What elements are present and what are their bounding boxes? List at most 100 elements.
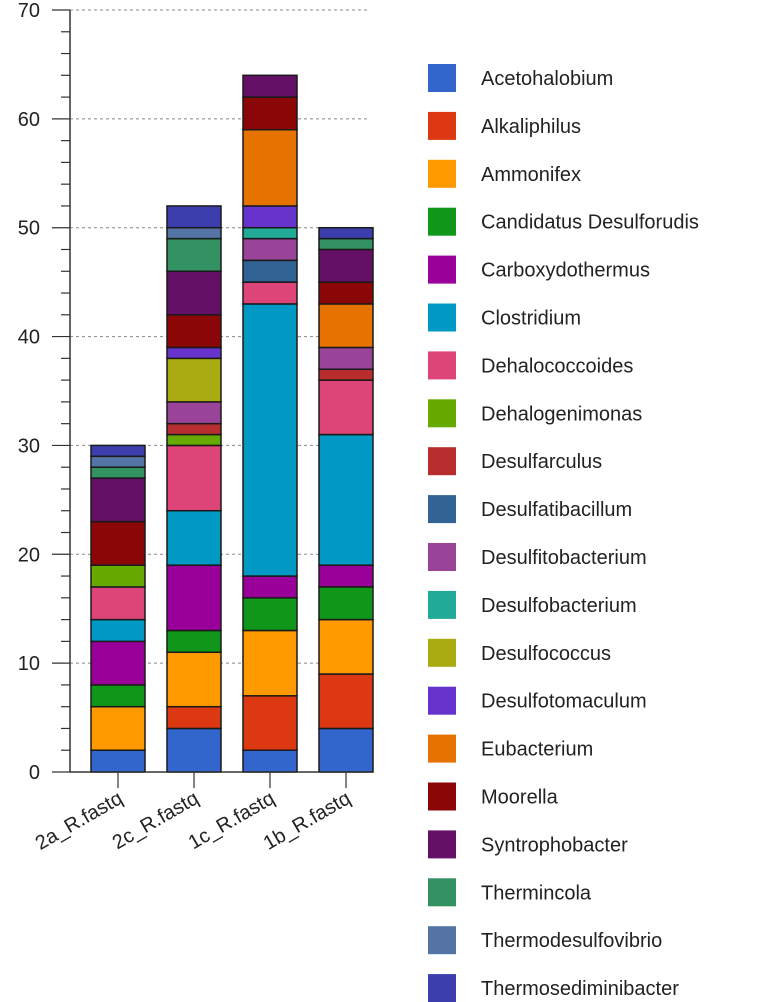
- bar-segment: [318, 346, 374, 370]
- legend-item: Candidatus Desulforudis: [428, 207, 699, 236]
- legend-item: Desulfatibacillum: [428, 495, 632, 524]
- bar-segment: [166, 346, 222, 360]
- bar-segment: [90, 586, 146, 621]
- legend-label: Syntrophobacter: [481, 834, 628, 856]
- legend-item: Syntrophobacter: [428, 830, 628, 859]
- legend-label: Desulfotomaculum: [481, 691, 647, 713]
- bar-segment: [90, 749, 146, 773]
- bar-segment: [242, 749, 298, 773]
- bar-segment: [90, 444, 146, 458]
- bar-segment: [318, 237, 374, 251]
- bar-segment: [242, 128, 298, 207]
- bar-segment: [242, 303, 298, 577]
- y-tick-label: 60: [18, 109, 40, 131]
- legend-item: Desulfitobacterium: [428, 543, 647, 571]
- legend-item: Thermodesulfovibrio: [428, 926, 662, 955]
- bar-segment: [318, 564, 374, 588]
- legend-item: Ammonifex: [428, 159, 581, 188]
- bar-segment: [166, 564, 222, 632]
- legend-item: Dehalogenimonas: [428, 399, 642, 428]
- bar-segment: [166, 705, 222, 730]
- legend-label: Desulfitobacterium: [481, 547, 647, 569]
- legend-swatch: [428, 64, 456, 92]
- bar-segment: [318, 379, 374, 436]
- legend-item: Thermosediminibacter: [428, 974, 679, 1002]
- bar-segment: [90, 455, 146, 468]
- legend-label: Acetohalobium: [481, 68, 613, 90]
- legend-label: Alkaliphilus: [481, 116, 581, 138]
- legend-item: Clostridium: [428, 303, 581, 332]
- bar-segment: [90, 564, 146, 588]
- y-tick-label: 0: [29, 762, 40, 784]
- bar-segment: [242, 205, 298, 229]
- bar-segment: [318, 673, 374, 730]
- legend-swatch: [428, 495, 456, 524]
- legend-swatch: [428, 974, 456, 1002]
- legend-swatch: [428, 878, 456, 907]
- bar-segment: [166, 314, 222, 349]
- legend-label: Desulfobacterium: [481, 595, 637, 617]
- bar-segment: [318, 281, 374, 305]
- legend-swatch: [428, 926, 456, 955]
- bar-segment: [166, 629, 222, 654]
- y-axis: 0 10 20 30 40 50 60 70: [18, 0, 71, 784]
- legend-swatch: [428, 686, 456, 715]
- y-tick-label: 20: [18, 544, 40, 566]
- bar-segment: [166, 509, 222, 566]
- y-tick-label: 50: [18, 218, 40, 240]
- bar-segment: [242, 74, 298, 98]
- bar-segment: [90, 520, 146, 566]
- y-tick-label: 10: [18, 653, 40, 675]
- legend-swatch: [428, 638, 456, 667]
- bar-segment: [166, 401, 222, 425]
- legend-label: Dehalococcoides: [481, 355, 633, 377]
- bar-segment: [90, 477, 146, 523]
- legend-label: Ammonifex: [481, 164, 581, 186]
- bar-segment: [90, 640, 146, 686]
- legend-swatch: [428, 303, 456, 332]
- legend: Acetohalobium Alkaliphilus Ammonifex Candid…: [428, 64, 699, 1002]
- bar-segment: [166, 226, 222, 240]
- bar-segment: [242, 695, 298, 751]
- legend-swatch: [428, 830, 456, 859]
- bar-segment: [166, 444, 222, 512]
- legend-item: Alkaliphilus: [428, 111, 581, 140]
- legend-swatch: [428, 399, 456, 428]
- bar-segment: [318, 226, 374, 240]
- legend-item: Desulfobacterium: [428, 590, 637, 619]
- y-tick-label: 40: [18, 327, 40, 349]
- x-category-label: 1b_R.fastq: [260, 787, 355, 854]
- bar-segment: [166, 205, 222, 229]
- bar-segment: [166, 422, 222, 436]
- legend-label: Moorella: [481, 787, 559, 809]
- bar-segment: [242, 96, 298, 131]
- legend-swatch: [428, 590, 456, 619]
- bar-segment: [242, 259, 298, 283]
- legend-swatch: [428, 734, 456, 763]
- bar-segment: [318, 727, 374, 773]
- bar-stacks: [90, 74, 374, 773]
- legend-swatch: [428, 447, 456, 476]
- bar-segment: [242, 281, 298, 305]
- bar-segment: [166, 270, 222, 316]
- bar-segment: [318, 248, 374, 283]
- legend-swatch: [428, 111, 456, 140]
- legend-label: Thermosediminibacter: [481, 978, 679, 1000]
- y-tick-label: 30: [18, 435, 40, 457]
- bar-segment: [90, 466, 146, 479]
- legend-item: Moorella: [428, 782, 559, 811]
- bar-segment: [166, 237, 222, 273]
- bar-segment: [318, 618, 374, 675]
- bar-segment: [90, 684, 146, 708]
- legend-label: Desulfarculus: [481, 451, 602, 473]
- x-category-label: 2c_R.fastq: [109, 787, 203, 854]
- legend-swatch: [428, 782, 456, 811]
- legend-item: Desulfotomaculum: [428, 686, 647, 715]
- legend-item: Dehalococcoides: [428, 351, 633, 380]
- bar-segment: [318, 433, 374, 566]
- legend-swatch: [428, 159, 456, 188]
- legend-swatch: [428, 255, 456, 284]
- legend-item: Acetohalobium: [428, 64, 613, 92]
- legend-swatch: [428, 543, 456, 571]
